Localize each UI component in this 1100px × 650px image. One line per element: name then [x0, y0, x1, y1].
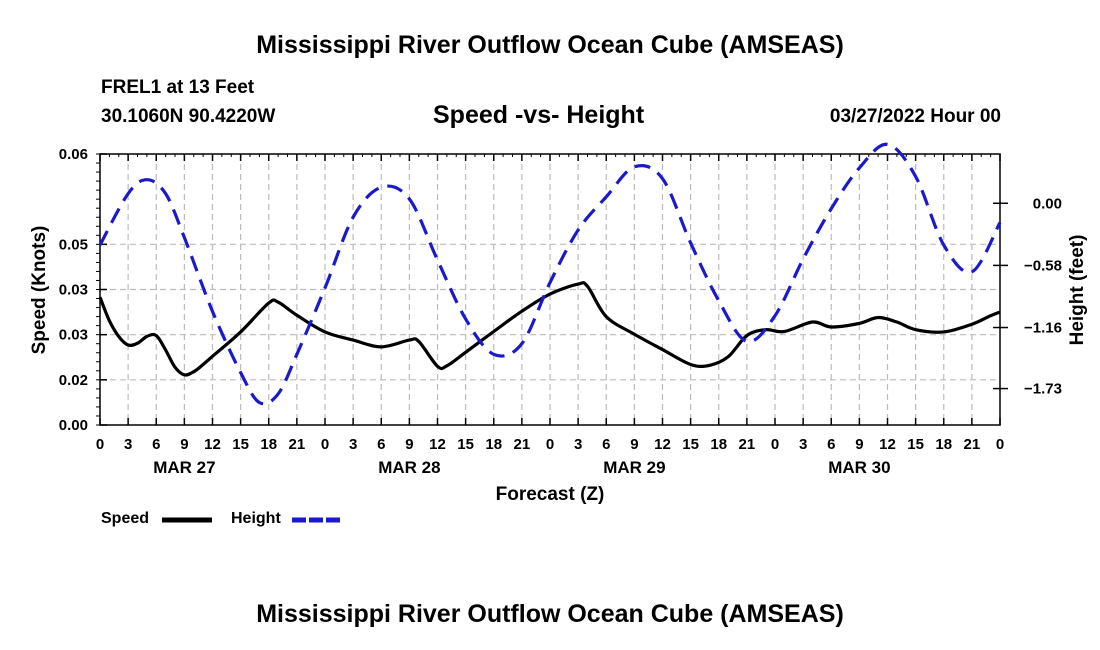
right-tick-label: 0.00: [1033, 195, 1062, 212]
legend-label-speed: Speed: [101, 510, 150, 527]
x-tick-label: 9: [855, 436, 863, 453]
x-tick-label: 6: [152, 436, 160, 453]
left-tick-label: 0.06: [59, 146, 88, 163]
x-tick-label: 3: [799, 436, 807, 453]
right-tick-label: −1.16: [1024, 320, 1062, 337]
x-tick-label: 18: [935, 436, 952, 453]
x-tick-label: 15: [682, 436, 699, 453]
gridlines: [100, 154, 1000, 425]
x-axis: 0 3 6 9 12 15 18 21 0 3 6 9 12 15 18 21 0 3 6 9 12 15 18 21 0 3 6 9…: [96, 154, 1004, 477]
right-tick-label: −0.58: [1024, 257, 1062, 274]
series-height-line: [98, 142, 1002, 406]
y-axis-label-left: Speed (Knots): [29, 226, 50, 355]
x-tick-label: 3: [574, 436, 582, 453]
x-tick-label: 6: [602, 436, 610, 453]
x-tick-label: 0: [546, 436, 554, 453]
x-tick-label: 15: [457, 436, 474, 453]
x-tick-label: 12: [204, 436, 221, 453]
forecast-datetime: 03/27/2022 Hour 00: [829, 106, 1001, 127]
left-tick-label: 0.02: [59, 372, 88, 389]
right-axis: 0.00 −0.58 −1.16 −1.73: [993, 195, 1062, 398]
footer-title: Mississippi River Outflow Ocean Cube (AM…: [256, 600, 844, 628]
station-coordinates: 30.1060N 90.4220W: [101, 106, 276, 127]
legend-label-height: Height: [231, 510, 281, 527]
x-tick-label: 6: [377, 436, 385, 453]
x-tick-label: 9: [180, 436, 188, 453]
x-tick-label: 12: [654, 436, 671, 453]
x-tick-label: 21: [289, 436, 306, 453]
station-label: FREL1 at 13 Feet: [101, 77, 255, 98]
x-tick-label: 9: [630, 436, 638, 453]
left-tick-label: 0.00: [59, 417, 88, 434]
date-label: MAR 28: [378, 458, 440, 477]
x-tick-label: 18: [260, 436, 277, 453]
chart-subtitle: Speed -vs- Height: [433, 101, 645, 129]
series-layer: [98, 142, 1002, 406]
series-speed-line: [98, 281, 1001, 377]
left-axis: 0.00 0.02 0.03 0.03 0.05 0.06: [59, 146, 107, 434]
x-tick-label: 21: [964, 436, 981, 453]
x-tick-label: 21: [739, 436, 756, 453]
date-label: MAR 27: [153, 458, 215, 477]
left-tick-label: 0.03: [59, 282, 88, 299]
left-tick-label: 0.05: [59, 236, 88, 253]
x-tick-label: 21: [514, 436, 531, 453]
x-tick-label: 18: [710, 436, 727, 453]
date-label: MAR 30: [828, 458, 890, 477]
x-tick-label: 12: [879, 436, 896, 453]
x-tick-label: 0: [996, 436, 1004, 453]
x-tick-label: 3: [349, 436, 357, 453]
x-tick-label: 0: [321, 436, 329, 453]
x-tick-label: 0: [96, 436, 104, 453]
y-axis-label-right: Height (feet): [1067, 235, 1088, 346]
x-tick-label: 0: [771, 436, 779, 453]
x-tick-label: 12: [429, 436, 446, 453]
x-tick-label: 18: [485, 436, 502, 453]
x-tick-label: 3: [124, 436, 132, 453]
left-tick-label: 0.03: [59, 327, 88, 344]
x-tick-label: 9: [405, 436, 413, 453]
x-tick-label: 15: [232, 436, 249, 453]
x-tick-label: 15: [907, 436, 924, 453]
chart-title: Mississippi River Outflow Ocean Cube (AM…: [256, 31, 844, 59]
x-tick-label: 6: [827, 436, 835, 453]
right-tick-label: −1.73: [1024, 381, 1062, 398]
x-axis-label: Forecast (Z): [496, 484, 605, 505]
date-label: MAR 29: [603, 458, 665, 477]
